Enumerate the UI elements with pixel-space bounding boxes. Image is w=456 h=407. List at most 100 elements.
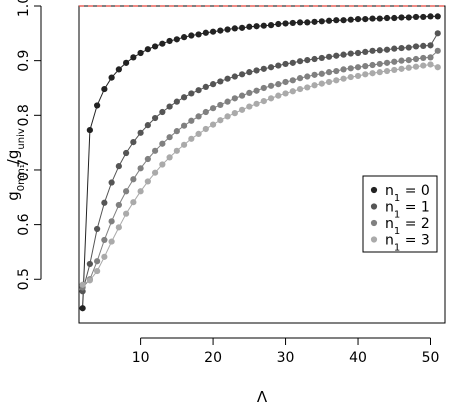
data-point (333, 17, 340, 24)
data-point (376, 60, 383, 68)
data-point (101, 85, 108, 93)
data-point (296, 85, 304, 93)
legend-entry: n1 = 2 (385, 216, 430, 237)
data-point (362, 16, 369, 23)
data-point (173, 147, 180, 154)
y-tick-label: 0.7 (16, 159, 32, 181)
data-point (159, 140, 166, 147)
data-point (115, 224, 122, 231)
data-point (369, 70, 376, 77)
data-point (304, 19, 311, 26)
data-point (253, 100, 260, 107)
data-point (130, 199, 137, 206)
data-point (369, 61, 376, 69)
data-point (347, 65, 354, 72)
series-2 (79, 47, 441, 291)
data-point (340, 66, 347, 73)
data-point (151, 114, 159, 122)
data-point (260, 22, 267, 29)
data-point (398, 44, 405, 52)
data-point (267, 82, 275, 89)
data-point (333, 77, 340, 84)
data-point (217, 78, 224, 85)
data-point (159, 40, 166, 47)
data-point (202, 29, 209, 36)
data-point (376, 47, 383, 54)
data-point (383, 14, 391, 22)
data-point (238, 92, 246, 99)
legend-entry: n1 = 0 (385, 183, 430, 204)
data-point (325, 69, 333, 76)
data-point (209, 81, 217, 88)
data-point (405, 14, 412, 21)
data-point (398, 14, 405, 21)
data-point (246, 23, 253, 30)
data-point (217, 27, 224, 34)
data-point (246, 103, 253, 110)
data-point (275, 92, 282, 99)
data-point (180, 94, 188, 101)
data-point (231, 110, 238, 117)
data-point (289, 19, 296, 27)
data-point (180, 122, 188, 129)
data-point (282, 78, 289, 86)
data-point (166, 154, 173, 161)
data-point (108, 179, 115, 186)
data-point (427, 61, 434, 68)
data-point (354, 72, 362, 80)
data-point (115, 201, 122, 209)
data-point (86, 277, 93, 284)
data-point (296, 75, 304, 82)
data-point (166, 134, 173, 141)
data-point (253, 67, 260, 74)
data-point (420, 13, 427, 21)
data-point (289, 77, 296, 84)
data-point (289, 88, 296, 95)
data-point (427, 54, 434, 61)
data-point (137, 129, 144, 136)
data-point (420, 42, 427, 49)
data-point (398, 57, 405, 64)
data-point (166, 37, 173, 45)
y-tick-label: 0.5 (16, 268, 32, 290)
data-point (188, 32, 195, 39)
data-point (101, 236, 108, 244)
data-point (151, 169, 159, 176)
data-point (123, 149, 130, 157)
data-point (383, 59, 391, 66)
data-point (282, 90, 289, 97)
legend: n1 = 0n1 = 1n1 = 2n1 = 3 (362, 175, 438, 253)
data-point (180, 141, 188, 148)
data-point (137, 165, 144, 172)
data-point (354, 49, 362, 57)
data-point (94, 267, 101, 275)
data-point (376, 15, 383, 22)
data-point (246, 89, 253, 97)
data-point (318, 18, 325, 25)
data-point (94, 258, 101, 265)
data-point (159, 161, 166, 168)
legend-marker (370, 203, 378, 210)
data-point (195, 130, 202, 137)
data-point (427, 13, 434, 20)
data-point (144, 155, 151, 163)
data-point (275, 20, 282, 28)
data-point (130, 54, 137, 61)
data-point (434, 30, 441, 37)
data-point (369, 47, 376, 54)
data-point (202, 83, 209, 90)
y-tick-label: 0.6 (16, 213, 32, 235)
data-point (289, 59, 296, 66)
data-point (101, 253, 108, 260)
x-tick-label: 20 (204, 350, 222, 366)
data-point (130, 138, 137, 146)
data-point (347, 50, 354, 57)
data-point (173, 128, 180, 135)
data-point (340, 75, 347, 82)
data-point (209, 121, 217, 128)
data-point (217, 117, 224, 124)
data-point (195, 31, 202, 38)
data-point (391, 45, 398, 52)
data-point (333, 67, 340, 75)
data-point (144, 46, 151, 53)
